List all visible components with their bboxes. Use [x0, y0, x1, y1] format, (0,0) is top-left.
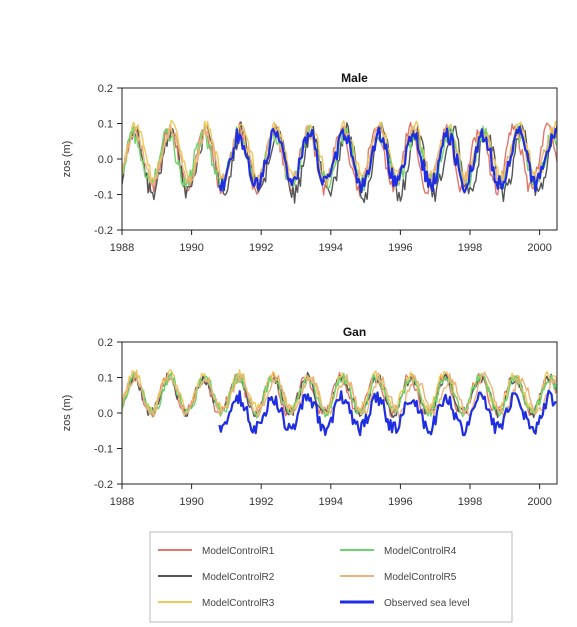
legend-label: ModelControlR1	[202, 546, 275, 557]
y-axis-label: zos (m)	[61, 395, 73, 432]
x-tick-label: 2000	[527, 496, 551, 508]
x-tick-label: 1988	[110, 242, 134, 254]
chart-legend: ModelControlR1 ModelControlR2 ModelControl…	[149, 531, 513, 623]
y-tick-label: -0.1	[94, 190, 113, 202]
y-tick-label: 0.0	[98, 154, 113, 166]
series-line-observed-sea-level	[218, 389, 557, 437]
x-tick-label: 1994	[319, 242, 343, 254]
legend-box	[149, 531, 513, 623]
x-tick-label: 1988	[110, 496, 134, 508]
legend-label: ModelControlR4	[384, 546, 457, 557]
y-tick-label: 0.1	[98, 373, 113, 385]
x-tick-label: 1996	[388, 496, 412, 508]
series-line-modelcontrolr5	[122, 371, 557, 419]
legend-label: ModelControlR5	[384, 572, 457, 583]
x-tick-label: 1992	[249, 242, 273, 254]
series-line-modelcontrolr3	[122, 369, 557, 416]
legend-label: Observed sea level	[384, 598, 470, 609]
panel-title: Gan	[343, 325, 366, 339]
y-tick-label: 0.1	[98, 119, 113, 131]
y-axis-label: zos (m)	[61, 141, 73, 178]
x-tick-label: 1994	[319, 496, 343, 508]
series-line-modelcontrolr5	[122, 123, 557, 188]
y-tick-label: 0.2	[98, 83, 113, 95]
y-tick-label: 0.2	[98, 337, 113, 349]
x-tick-label: 1990	[179, 242, 203, 254]
chart-panel-gan: Gan 0.2 0.1 0.0 -0.1 -0.2 1988 1990 1992 1994 1996…	[61, 325, 558, 508]
panel-title: Male	[341, 71, 368, 85]
x-tick-label: 1990	[179, 496, 203, 508]
x-tick-label: 1992	[249, 496, 273, 508]
x-tick-label: 1996	[388, 242, 412, 254]
series-line-observed-sea-level	[218, 125, 557, 194]
x-tick-label: 1998	[458, 496, 482, 508]
y-tick-label: -0.1	[94, 444, 113, 456]
y-tick-label: 0.0	[98, 408, 113, 420]
x-tick-label: 2000	[527, 242, 551, 254]
series-line-modelcontrolr4	[122, 371, 557, 419]
legend-label: ModelControlR2	[202, 572, 275, 583]
y-tick-label: -0.2	[94, 479, 113, 491]
y-tick-label: -0.2	[94, 225, 113, 237]
legend-label: ModelControlR3	[202, 598, 275, 609]
chart-panel-male: Male 0.2 0.1 0.0 -0.1 -0.2 1988 1990 1992 1994 199…	[61, 71, 558, 254]
x-tick-label: 1998	[458, 242, 482, 254]
